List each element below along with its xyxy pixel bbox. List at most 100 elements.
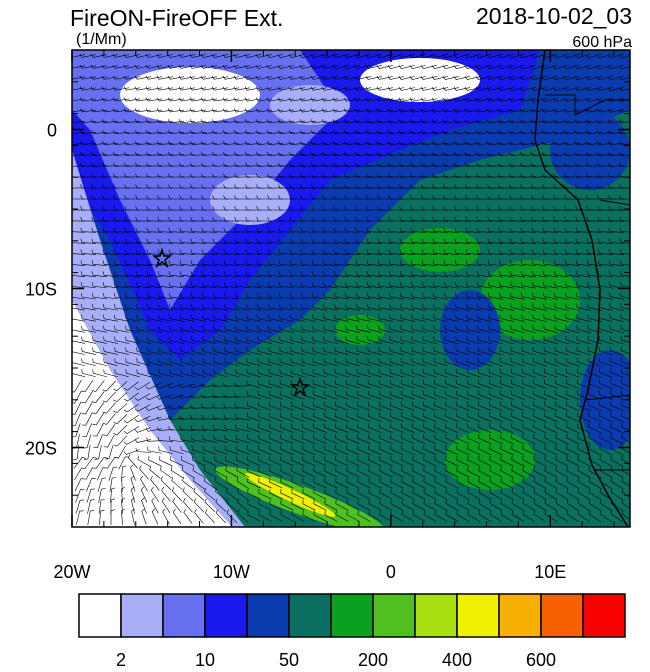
wind-barb [226,509,238,524]
wind-barb [608,184,625,189]
wind-barb [124,282,140,289]
wind-barb [203,477,216,490]
wind-barb [378,325,393,333]
wind-barb [321,75,338,80]
wind-barb [487,249,503,256]
wind-barb [192,466,206,478]
wind-barb [400,325,415,333]
wind-barb [445,423,459,434]
wind-barb [211,130,228,135]
wind-barb [156,64,173,69]
wind-barb [599,368,613,378]
wind-barb [541,76,558,81]
wind-barb [236,487,249,501]
wind-barb [200,130,217,135]
wind-barb [376,119,393,124]
wind-barb [410,151,427,156]
wind-barb [190,216,207,222]
wind-barb [90,75,107,80]
wind-barb [433,314,448,322]
time-label: 2018-10-02_03 [476,3,632,29]
wind-barb [300,292,316,300]
wind-barb [167,416,184,421]
wind-barb [421,173,438,178]
wind-barb [400,336,415,345]
wind-barb [423,401,437,411]
wind-barb [401,499,415,511]
wind-barb [244,64,261,69]
wind-barb [223,206,240,211]
wind-barb [234,260,250,267]
wind-barb [268,369,283,378]
wind-barb [81,336,96,344]
wind-barb [256,271,272,278]
wind-barb [356,303,371,311]
wind-barb [378,292,393,300]
wind-barb [434,423,448,434]
wind-barb [223,238,240,244]
wind-barb [344,195,361,200]
wind-barb [290,401,305,411]
colorbar-label: 200 [358,650,388,667]
wind-barb [553,249,569,256]
wind-barb [312,358,327,367]
wind-barb [278,227,295,233]
wind-barb [290,325,305,333]
wind-barb [421,260,437,267]
field-white-patch [360,58,480,102]
wind-barb [324,412,338,422]
wind-barb [333,227,350,233]
wind-barb [420,108,437,113]
wind-barb [245,173,262,178]
wind-barb [169,358,184,367]
wind-barb [247,434,261,444]
wind-barb [367,379,382,389]
wind-barb [399,151,416,156]
wind-barb [233,54,250,58]
wind-barb [80,195,97,200]
wind-barb [193,487,205,501]
wind-barb [168,426,185,431]
wind-barb [213,369,228,378]
wind-barb [235,358,250,367]
wind-barb [433,292,448,300]
wind-barb [500,477,514,489]
wind-barb [301,358,316,367]
wind-barb [302,445,316,456]
wind-barb [333,249,349,255]
wind-barb [366,162,383,167]
wind-barb [379,412,393,422]
wind-barb [588,422,602,434]
wind-barb [233,86,250,91]
wind-barb [401,455,415,467]
wind-barb [607,87,624,91]
wind-barb [520,249,536,256]
colorbar-box [246,593,290,638]
wind-barb [289,282,305,289]
wind-barb [555,423,569,434]
wind-barb [596,87,613,91]
wind-barb [222,119,239,124]
wind-barb [179,184,196,189]
wind-barb [356,358,371,367]
wind-barb [522,390,536,400]
wind-barb [291,445,305,455]
wind-barb [334,303,349,311]
wind-barb [90,64,107,69]
wind-barb [487,238,504,244]
wind-barb [72,318,85,322]
wind-barb [190,238,207,244]
wind-barb [189,119,206,124]
wind-barb [72,379,82,393]
wind-barb [101,129,118,135]
wind-barb [72,264,85,266]
wind-barb [487,173,504,178]
wind-barb [544,379,558,389]
wind-barb [313,477,327,489]
wind-barb [191,445,206,455]
wind-barb [607,119,624,124]
wind-barb [333,216,350,222]
wind-barb [311,249,327,255]
wind-barb [279,347,294,356]
wind-barb [478,499,492,511]
